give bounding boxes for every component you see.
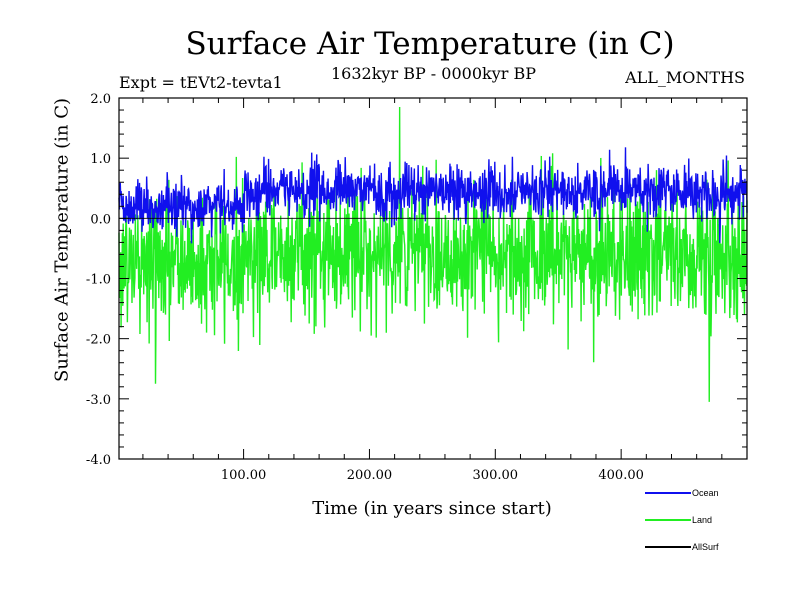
experiment-label: Expt = tEVt2-tevta1 xyxy=(119,73,283,92)
x-tick-label: 200.00 xyxy=(347,468,393,483)
y-tick-label: 2.0 xyxy=(90,92,111,107)
ocean-series-line xyxy=(118,147,748,244)
series-layer xyxy=(118,107,748,402)
chart-title: Surface Air Temperature (in C) xyxy=(185,26,675,62)
axes-layer: -4.0 -3.0 -2.0 -1.0 0.0 1.0 2.0 100.00 200.00 300… xyxy=(86,92,748,483)
legend: Ocean Land AllSurf xyxy=(645,488,719,552)
legend-label-land: Land xyxy=(692,515,712,525)
land-series-line xyxy=(118,107,748,402)
y-tick-label: 1.0 xyxy=(90,152,111,167)
x-axis-label: Time (in years since start) xyxy=(312,498,552,519)
y-tick-label: -2.0 xyxy=(86,333,111,348)
x-tick-label: 300.00 xyxy=(473,468,519,483)
x-tick-label: 100.00 xyxy=(221,468,267,483)
x-tick-label: 400.00 xyxy=(598,468,644,483)
y-tick-label: -1.0 xyxy=(86,273,111,288)
y-tick-label: -3.0 xyxy=(86,393,111,408)
legend-label-ocean: Ocean xyxy=(692,488,719,498)
chart-subtitle: 1632kyr BP - 0000kyr BP xyxy=(331,64,536,83)
y-tick-label: -4.0 xyxy=(86,453,111,468)
y-tick-label: 0.0 xyxy=(90,212,111,227)
legend-label-allsurf: AllSurf xyxy=(692,542,719,552)
months-label: ALL_MONTHS xyxy=(625,68,745,87)
